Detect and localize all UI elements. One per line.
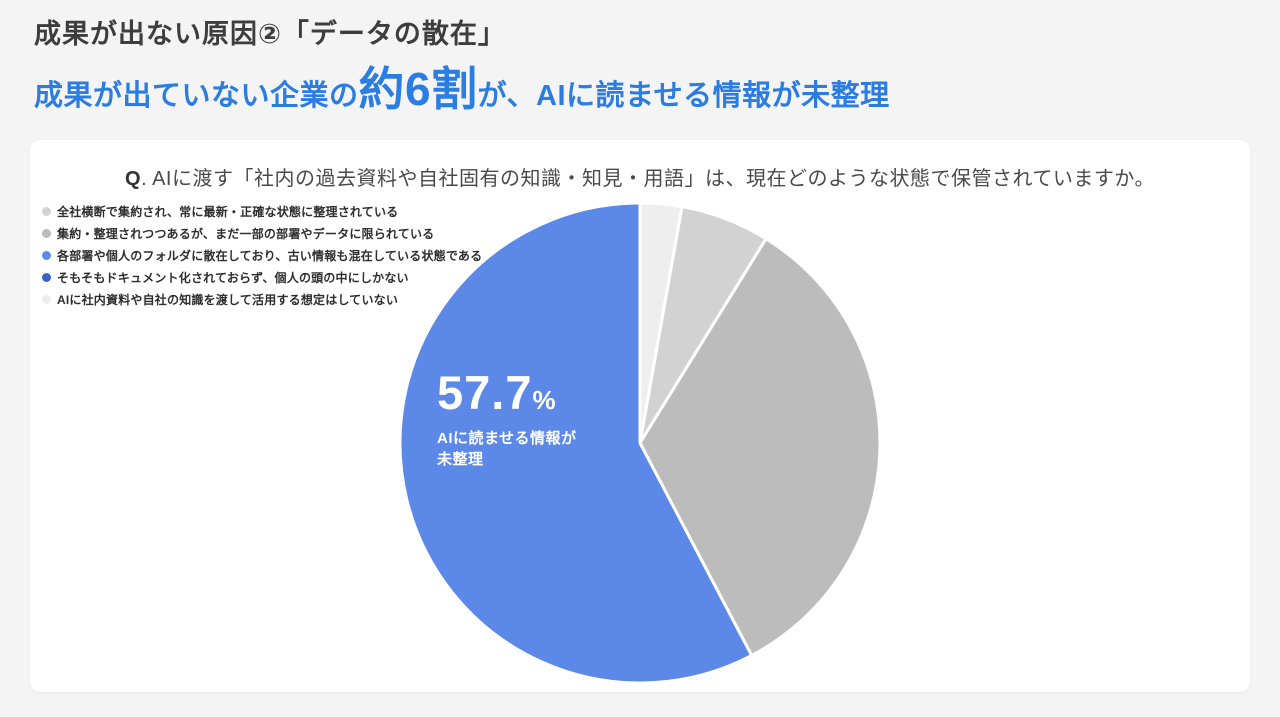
headline-emphasis: 約6割 (358, 63, 478, 115)
page-title: 成果が出ない原因②「データの散在」 (34, 19, 506, 49)
annotation-label: AIに読ませる情報が 未整理 (437, 428, 577, 470)
legend-item-label: 各部署や個人のフォルダに散在しており、古い情報も混在している状態である (57, 249, 483, 263)
annotation-label-line1: AIに読ませる情報が (437, 430, 577, 447)
legend-dot-icon (42, 207, 51, 216)
legend-item-label: AIに社内資料や自社の知識を渡して活用する想定はしていない (57, 293, 399, 307)
headline: 成果が出ていない企業の約6割が、AIに読ませる情報が未整理 (34, 60, 890, 130)
annotation-percent: 57.7% (437, 365, 577, 420)
legend-dot-icon (42, 273, 51, 282)
pie-chart (390, 193, 890, 693)
annotation-unit: % (532, 385, 556, 415)
legend-item: 集約・整理されつつあるが、まだ一部の部署やデータに限られている (42, 225, 482, 242)
annotation-label-line2: 未整理 (437, 451, 484, 468)
headline-suffix: が、AIに読ませる情報が未整理 (477, 80, 890, 112)
chart-card: Q. AIに渡す「社内の過去資料や自社固有の知識・知見・用語」は、現在どのような… (30, 140, 1250, 692)
pie-chart-svg (398, 201, 882, 685)
question-text: . AIに渡す「社内の過去資料や自社固有の知識・知見・用語」は、現在どのような状… (141, 168, 1155, 190)
legend-item-label: 集約・整理されつつあるが、まだ一部の部署やデータに限られている (57, 227, 435, 241)
legend-dot-icon (42, 295, 51, 304)
legend-item: AIに社内資料や自社の知識を渡して活用する想定はしていない (42, 291, 482, 308)
legend-item-label: そもそもドキュメント化されておらず、個人の頭の中にしかない (57, 271, 409, 285)
pie-annotation: 57.7% AIに読ませる情報が 未整理 (437, 365, 577, 470)
legend-item: 各部署や個人のフォルダに散在しており、古い情報も混在している状態である (42, 247, 482, 264)
legend-item: そもそもドキュメント化されておらず、個人の頭の中にしかない (42, 269, 482, 286)
chart-legend: 全社横断で集約され、常に最新・正確な状態に整理されている 集約・整理されつつある… (42, 203, 482, 313)
legend-item: 全社横断で集約され、常に最新・正確な状態に整理されている (42, 203, 482, 220)
legend-item-label: 全社横断で集約され、常に最新・正確な状態に整理されている (57, 205, 399, 219)
pie-slice (398, 201, 754, 685)
legend-dot-icon (42, 251, 51, 260)
headline-prefix: 成果が出ていない企業の (34, 80, 359, 112)
annotation-value: 57.7 (437, 366, 533, 419)
question-q-mark: Q (125, 168, 142, 190)
legend-dot-icon (42, 229, 51, 238)
survey-question: Q. AIに渡す「社内の過去資料や自社固有の知識・知見・用語」は、現在どのような… (30, 162, 1250, 191)
pie-slice (638, 237, 882, 657)
